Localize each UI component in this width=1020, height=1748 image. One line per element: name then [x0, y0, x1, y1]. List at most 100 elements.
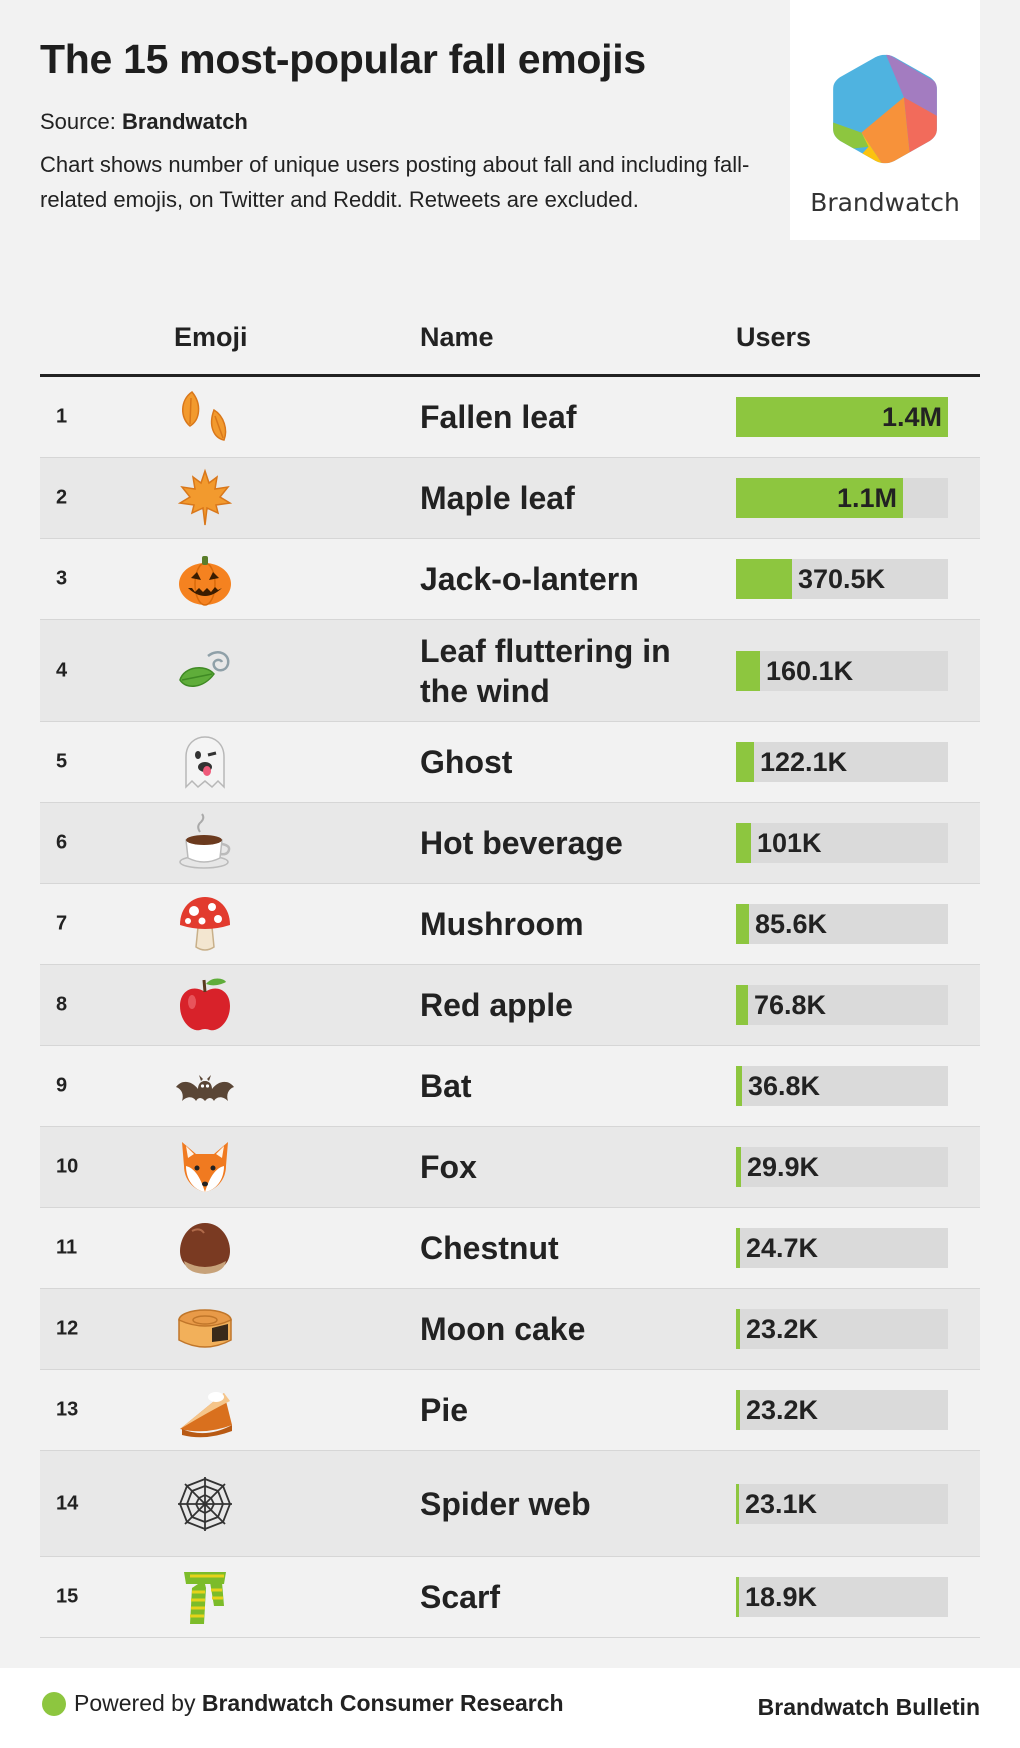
table-row: 10 Fox 29.9K [40, 1127, 980, 1208]
table-body: 1 Fallen leaf 1.4M 2 Maple leaf 1.1M 3 Jack-o-l… [40, 377, 980, 1638]
jack-o-lantern-icon [174, 548, 236, 610]
emoji-name: Scarf [420, 1579, 501, 1615]
users-bar [736, 1147, 741, 1187]
users-bar-track: 29.9K [736, 1147, 948, 1187]
users-value-label: 85.6K [755, 909, 828, 939]
users-value-label: 160.1K [766, 655, 854, 686]
rank-label: 9 [56, 1074, 68, 1097]
emoji-name: Pie [420, 1392, 469, 1428]
users-bar [736, 478, 903, 518]
users-value-label: 122.1K [760, 747, 848, 777]
source-line: Source: Brandwatch [40, 109, 780, 135]
table-row: 5 Ghost 122.1K [40, 722, 980, 803]
table-row: 15 Scarf 18.9K [40, 1557, 980, 1638]
hot-beverage-icon [174, 812, 236, 874]
rank-label: 1 [56, 405, 68, 428]
users-bar-track: 23.2K [736, 1390, 948, 1430]
table-row: 8 Red apple 76.8K [40, 965, 980, 1046]
powered-by: Powered by Brandwatch Consumer Research [74, 1690, 564, 1717]
emoji-name: Maple leaf [420, 480, 575, 516]
users-value-label: 101K [757, 828, 822, 858]
rank-label: 11 [56, 1236, 78, 1259]
users-bar [736, 742, 754, 782]
users-bar-track: 1.4M [736, 397, 948, 437]
chestnut-icon [174, 1217, 236, 1279]
users-value-label: 23.1K [745, 1488, 818, 1519]
users-bar-track: 1.1M [736, 478, 948, 518]
table-row: 12 Moon cake 23.2K [40, 1289, 980, 1370]
spider-web-icon [174, 1473, 236, 1535]
rank-label: 8 [56, 993, 68, 1016]
source-name: Brandwatch [121, 109, 248, 134]
mushroom-icon [174, 893, 236, 955]
rank-label: 12 [56, 1317, 79, 1340]
rank-label: 4 [56, 659, 68, 681]
users-bar [736, 1390, 740, 1430]
table-row: 3 Jack-o-lantern 370.5K [40, 539, 980, 620]
users-bar [736, 1228, 740, 1268]
moon-cake-icon [174, 1298, 236, 1360]
users-bar [736, 904, 749, 944]
leaf-wind-icon [174, 640, 236, 702]
rank-label: 15 [56, 1585, 79, 1608]
column-header-name: Name [420, 322, 494, 352]
users-bar-track: 160.1K [736, 650, 948, 691]
rank-label: 14 [56, 1492, 79, 1514]
bat-icon [174, 1055, 236, 1117]
users-bar-track: 122.1K [736, 742, 948, 782]
table-row: 4 Leaf fluttering in the wind 160.1K [40, 620, 980, 722]
emoji-name: Leaf fluttering in the wind [420, 632, 671, 709]
fallen-leaf-icon [174, 386, 236, 448]
rank-label: 7 [56, 912, 68, 935]
emoji-name: Jack-o-lantern [420, 561, 639, 597]
emoji-name: Fallen leaf [420, 399, 577, 435]
green-dot-icon [42, 1692, 66, 1716]
chart-title: The 15 most-popular fall emojis [40, 36, 646, 82]
users-value-label: 23.2K [746, 1395, 819, 1425]
pie-icon [174, 1379, 236, 1441]
users-bar [736, 650, 760, 691]
emoji-name: Red apple [420, 987, 573, 1023]
emoji-name: Bat [420, 1068, 472, 1104]
powered-name: Brandwatch Consumer Research [201, 1690, 564, 1716]
emoji-name: Fox [420, 1149, 477, 1185]
chart-description: Chart shows number of unique users posti… [40, 152, 750, 212]
users-value-label: 370.5K [798, 564, 886, 594]
rank-label: 5 [56, 750, 68, 773]
users-bar [736, 559, 792, 599]
users-bar [736, 1309, 740, 1349]
source-label: Source: [40, 109, 116, 134]
footer-brand: Brandwatch Bulletin [757, 1694, 980, 1720]
logo-wordmark: Brandwatch [810, 188, 960, 217]
ghost-icon [174, 731, 236, 793]
emoji-table: Emoji Name Users 1 Fallen leaf 1.4M 2 Maple … [40, 310, 980, 1638]
column-header-emoji: Emoji [174, 322, 248, 352]
emoji-name: Ghost [420, 744, 513, 780]
users-bar-track: 23.1K [736, 1483, 948, 1524]
users-bar-track: 85.6K [736, 904, 948, 944]
users-bar [736, 985, 748, 1025]
table-row: 6 Hot beverage 101K [40, 803, 980, 884]
users-bar-track: 18.9K [736, 1577, 948, 1617]
header: The 15 most-popular fall emojis Source: … [40, 36, 780, 217]
users-bar [736, 397, 948, 437]
powered-prefix: Powered by [74, 1690, 196, 1716]
users-value-label: 18.9K [745, 1582, 818, 1612]
users-value-label: 76.8K [754, 990, 827, 1020]
rank-label: 2 [56, 486, 68, 509]
maple-leaf-icon [174, 467, 236, 529]
users-bar-track: 101K [736, 823, 948, 863]
users-value-label: 24.7K [746, 1233, 819, 1263]
table-row: 1 Fallen leaf 1.4M [40, 377, 980, 458]
users-value-label: 36.8K [748, 1071, 821, 1101]
red-apple-icon [174, 974, 236, 1036]
users-value-label: 23.2K [746, 1314, 819, 1344]
rank-label: 6 [56, 831, 68, 854]
table-row: 9 Bat 36.8K [40, 1046, 980, 1127]
users-value-label: 29.9K [747, 1152, 820, 1182]
users-bar-track: 76.8K [736, 985, 948, 1025]
footer: Powered by Brandwatch Consumer Research … [0, 1668, 1020, 1748]
users-bar [736, 823, 751, 863]
users-value-label: 1.1M [836, 483, 897, 513]
table-row: 7 Mushroom 85.6K [40, 884, 980, 965]
